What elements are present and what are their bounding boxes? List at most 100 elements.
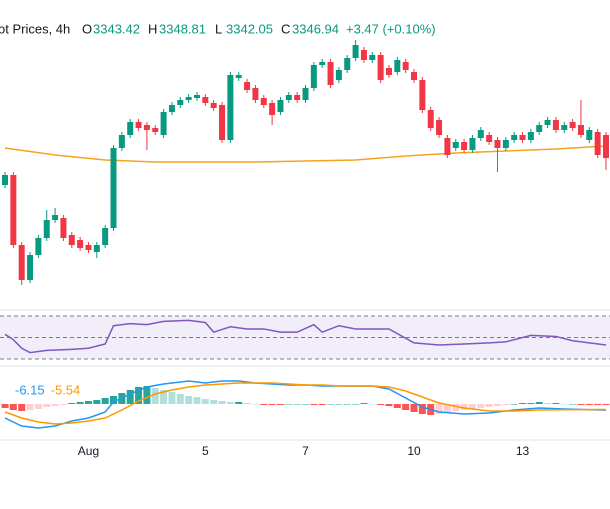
histogram-bar	[493, 404, 501, 406]
histogram-bar	[285, 404, 293, 405]
candle-body	[469, 138, 476, 150]
last-value-label: -5.54	[51, 382, 81, 397]
candle-body	[377, 55, 384, 80]
candle-body	[536, 125, 543, 132]
histogram-bar	[602, 404, 610, 405]
histogram-bar	[1, 404, 9, 408]
candle-body	[260, 98, 267, 105]
candle-body	[502, 140, 509, 148]
candle-body	[544, 120, 551, 125]
open-label: O	[82, 21, 92, 36]
candle-body	[511, 135, 518, 140]
candle-body	[577, 125, 584, 135]
histogram-bar	[126, 390, 134, 404]
close-value: 3346.94	[292, 21, 339, 36]
candle-body	[102, 228, 109, 245]
histogram-bar	[110, 396, 118, 404]
histogram-bar	[385, 404, 393, 406]
x-tick-label: 13	[516, 444, 530, 458]
histogram-bar	[293, 404, 301, 405]
candle-body	[43, 220, 50, 238]
histogram-bar	[569, 404, 577, 405]
histogram-bar	[34, 404, 42, 409]
histogram-bar	[235, 402, 243, 404]
histogram-bar	[585, 404, 593, 405]
candle-body	[452, 142, 459, 148]
histogram-bar	[443, 404, 451, 413]
candle-body	[219, 105, 226, 140]
histogram-bar	[577, 404, 585, 405]
candle-body	[227, 75, 234, 140]
candle-body	[603, 135, 609, 158]
histogram-bar	[76, 402, 84, 404]
histogram-bar	[452, 404, 460, 411]
change: +3.47 (+0.10%)	[346, 21, 436, 36]
candle-body	[160, 112, 167, 135]
macd-line	[4, 380, 607, 429]
close-label: C	[281, 21, 290, 36]
histogram-bar	[9, 404, 17, 410]
candle-body	[294, 95, 301, 100]
histogram-bar	[435, 404, 443, 414]
histogram-bar	[527, 403, 535, 404]
low-label: L	[215, 21, 222, 36]
histogram-bar	[377, 404, 385, 405]
histogram-bar	[335, 404, 343, 405]
histogram-bar	[18, 404, 26, 411]
candle-body	[344, 58, 351, 70]
histogram-bar	[510, 404, 518, 405]
candle-body	[127, 122, 134, 135]
candle-body	[477, 130, 484, 138]
histogram-bar	[185, 396, 193, 404]
histogram-bar	[327, 404, 335, 405]
candle-body	[143, 125, 150, 130]
candle-body	[369, 55, 376, 60]
histogram-bar	[243, 403, 251, 404]
candle-body	[327, 62, 334, 85]
histogram-bar	[276, 404, 284, 405]
candle-body	[269, 103, 276, 115]
histogram-bar	[485, 404, 493, 407]
histogram-bar	[201, 399, 209, 404]
candle-body	[202, 97, 209, 103]
candle-body	[461, 142, 468, 150]
histogram-bar	[151, 388, 159, 404]
histogram-bar	[260, 404, 268, 405]
histogram-bar	[402, 404, 410, 410]
histogram-bar	[393, 404, 401, 408]
candle-body	[77, 240, 84, 248]
histogram-bar	[84, 401, 92, 404]
candle-body	[561, 125, 568, 130]
candle-body	[402, 62, 409, 70]
histogram-bar	[318, 404, 326, 405]
histogram-bar	[360, 403, 368, 404]
candle-body	[527, 132, 534, 140]
histogram-bar	[168, 392, 176, 404]
x-tick-label: Aug	[78, 444, 99, 458]
candle-body	[427, 110, 434, 128]
x-tick-label: 10	[407, 444, 421, 458]
candle-body	[319, 62, 326, 65]
candle-body	[235, 75, 242, 78]
high-label: H	[148, 21, 157, 36]
x-tick-label: 5	[202, 444, 209, 458]
candle-body	[494, 140, 501, 148]
histogram-bar	[226, 402, 234, 404]
histogram-bar	[368, 404, 376, 405]
histogram-bar	[468, 404, 476, 409]
histogram-bar	[93, 400, 101, 404]
candle-body	[27, 255, 34, 280]
candle-body	[110, 148, 117, 228]
x-tick-label: 7	[302, 444, 309, 458]
symbol: ot Prices, 4h	[0, 21, 70, 36]
histogram-bar	[477, 404, 485, 408]
candle-body	[18, 245, 25, 280]
legend-header: ot Prices, 4h O 3343.42 H 3348.81 L 3342…	[0, 21, 436, 36]
candle-body	[586, 130, 593, 140]
candle-body	[352, 45, 359, 58]
histogram-bar	[210, 400, 218, 404]
histogram-bar	[352, 404, 360, 405]
histogram-bar	[251, 404, 259, 405]
histogram-bar	[302, 404, 309, 405]
histogram-bar	[43, 404, 51, 407]
